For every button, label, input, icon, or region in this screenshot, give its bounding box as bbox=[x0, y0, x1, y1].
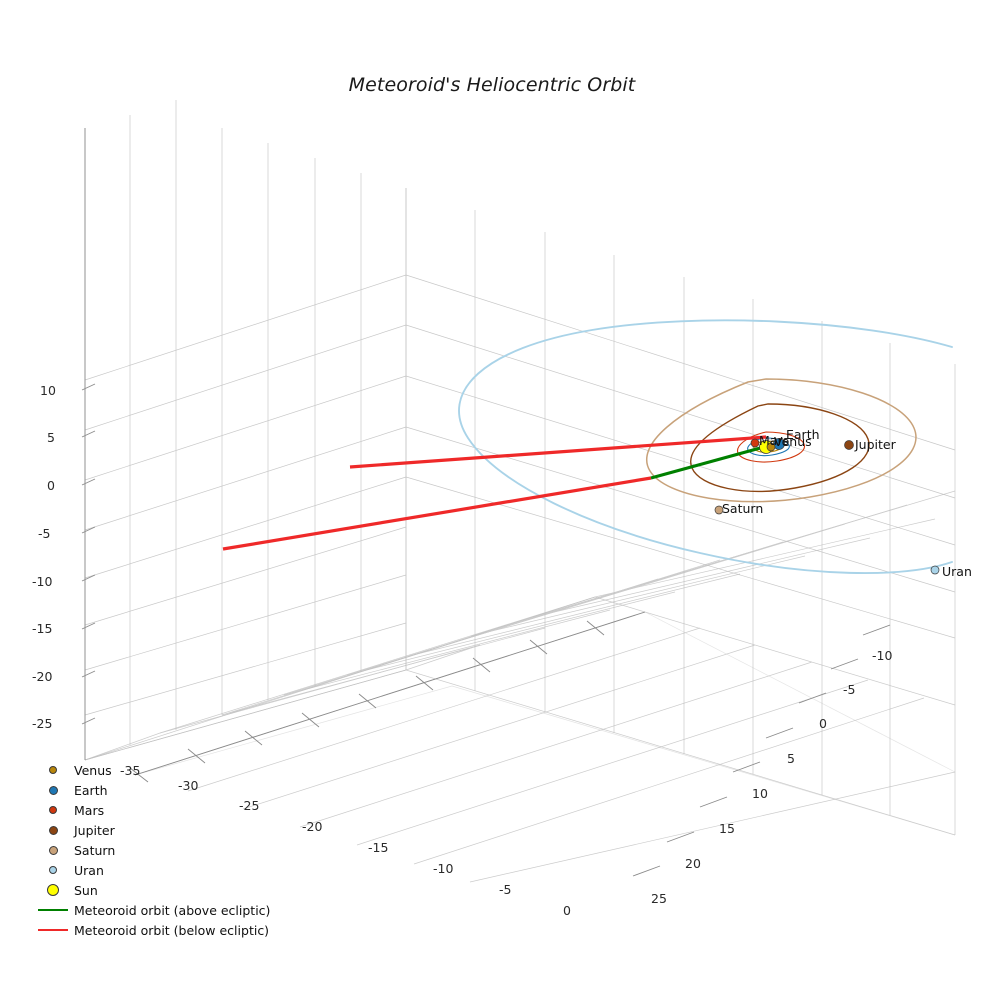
marker-venus[interactable] bbox=[766, 442, 776, 452]
legend-label: Mars bbox=[74, 802, 105, 818]
legend-label: Uran bbox=[74, 862, 104, 878]
red-line-icon bbox=[32, 929, 74, 931]
orbit-uran bbox=[458, 319, 953, 574]
pane-floor-grid-cross bbox=[84, 596, 956, 883]
uran-marker-icon bbox=[32, 866, 74, 874]
z-tick: -15 bbox=[32, 621, 53, 636]
axis-z-spine bbox=[81, 128, 96, 760]
y-tick: 10 bbox=[752, 786, 768, 801]
z-tick: 10 bbox=[40, 383, 56, 398]
z-tick: -5 bbox=[38, 526, 51, 541]
legend-item-uran[interactable]: Uran bbox=[32, 860, 294, 880]
meteoroid-orbit-below-upper bbox=[349, 435, 767, 469]
saturn-marker-icon bbox=[32, 845, 74, 855]
x-tick: -5 bbox=[499, 882, 512, 897]
marker-mars[interactable] bbox=[750, 438, 760, 448]
y-tick: 25 bbox=[651, 891, 667, 906]
marker-saturn[interactable] bbox=[714, 505, 724, 515]
meteoroid-orbit-below-lower bbox=[222, 476, 652, 551]
y-tick: 15 bbox=[719, 821, 735, 836]
meteoroid-orbit-above bbox=[650, 445, 765, 480]
y-tick: -10 bbox=[872, 648, 893, 663]
y-tick: -5 bbox=[843, 682, 856, 697]
x-tick: -10 bbox=[433, 861, 454, 876]
sun-marker-icon bbox=[32, 884, 74, 896]
pane-floor-grid bbox=[84, 490, 956, 836]
label-uran: Uran bbox=[942, 564, 972, 579]
legend-item-meteoroid-above[interactable]: Meteoroid orbit (above ecliptic) bbox=[32, 900, 294, 920]
axis-x-spine bbox=[129, 611, 646, 783]
earth-marker-icon bbox=[32, 785, 74, 795]
legend-item-saturn[interactable]: Saturn bbox=[32, 840, 294, 860]
z-tick: -25 bbox=[32, 716, 53, 731]
label-earth: Earth bbox=[786, 427, 820, 442]
legend-item-sun[interactable]: Sun bbox=[32, 880, 294, 900]
x-tick: -20 bbox=[302, 819, 323, 834]
z-tick: 5 bbox=[47, 430, 55, 445]
x-tick: -35 bbox=[120, 763, 141, 778]
z-tick: 0 bbox=[47, 478, 55, 493]
page-title: Meteoroid's Heliocentric Orbit bbox=[348, 74, 636, 96]
z-tick: -10 bbox=[32, 574, 53, 589]
legend-label: Jupiter bbox=[74, 822, 115, 838]
label-venus: Venus bbox=[774, 434, 812, 449]
legend: Venus Earth Mars Jupiter Saturn bbox=[32, 760, 294, 940]
body-markers bbox=[714, 438, 940, 575]
legend-item-mars[interactable]: Mars bbox=[32, 800, 294, 820]
orbit-jupiter bbox=[690, 403, 870, 493]
pane-right-grid bbox=[405, 188, 956, 835]
legend-label: Venus bbox=[74, 762, 112, 778]
z-tick: -20 bbox=[32, 669, 53, 684]
legend-item-jupiter[interactable]: Jupiter bbox=[32, 820, 294, 840]
y-tick: 20 bbox=[685, 856, 701, 871]
legend-label: Saturn bbox=[74, 842, 116, 858]
label-saturn: Saturn bbox=[722, 501, 764, 516]
x-tick: 0 bbox=[563, 903, 571, 918]
x-tick: -15 bbox=[368, 840, 389, 855]
mars-marker-icon bbox=[32, 806, 74, 814]
orbit-earth bbox=[747, 437, 790, 457]
orbit-saturn bbox=[646, 378, 917, 503]
x-tick: -25 bbox=[239, 798, 260, 813]
y-tick: 5 bbox=[787, 751, 795, 766]
legend-label: Sun bbox=[74, 882, 98, 898]
legend-item-meteoroid-below[interactable]: Meteoroid orbit (below ecliptic) bbox=[32, 920, 294, 940]
green-line-icon bbox=[32, 909, 74, 911]
legend-label: Earth bbox=[74, 782, 108, 798]
venus-marker-icon bbox=[32, 766, 74, 774]
axis-y-spine bbox=[632, 624, 891, 877]
y-tick: 0 bbox=[819, 716, 827, 731]
label-jupiter: Jupiter bbox=[855, 437, 896, 452]
jupiter-marker-icon bbox=[32, 825, 74, 835]
legend-item-venus[interactable]: Venus bbox=[32, 760, 294, 780]
x-tick: -30 bbox=[178, 778, 199, 793]
label-mars: Mars bbox=[759, 433, 790, 448]
pane-left-grid bbox=[84, 100, 407, 761]
marker-jupiter[interactable] bbox=[844, 440, 854, 450]
legend-label: Meteoroid orbit (above ecliptic) bbox=[74, 902, 271, 918]
legend-label: Meteoroid orbit (below ecliptic) bbox=[74, 922, 270, 938]
legend-item-earth[interactable]: Earth bbox=[32, 780, 294, 800]
marker-uran[interactable] bbox=[930, 565, 940, 575]
orbit-mars bbox=[737, 431, 806, 463]
